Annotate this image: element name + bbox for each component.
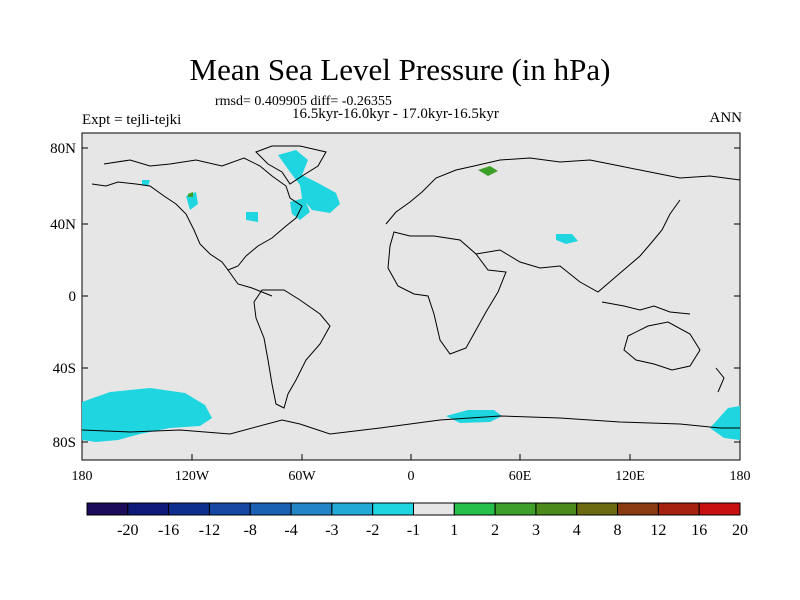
anomaly-hudson xyxy=(246,212,258,222)
lon-label-60e: 60E xyxy=(509,469,532,484)
colorbar-label: 1 xyxy=(450,522,458,539)
colorbar-box xyxy=(372,502,415,516)
colorbar-label: 20 xyxy=(732,522,748,539)
lon-label-60w: 60W xyxy=(288,469,316,484)
colorbar-box xyxy=(494,502,537,516)
anomaly-alaska xyxy=(188,192,193,197)
anomaly-central-asia xyxy=(556,234,578,244)
colorbar-label: -16 xyxy=(158,522,179,539)
colorbar-label: 3 xyxy=(532,522,540,539)
lat-label-0: 0 xyxy=(69,289,77,305)
colorbar-box xyxy=(208,502,251,516)
colorbar-label: -4 xyxy=(284,522,297,539)
colorbar-label: -12 xyxy=(199,522,220,539)
experiment-label: Expt = tejli-tejki xyxy=(82,112,182,128)
coast-asia-south xyxy=(475,199,681,293)
colorbar xyxy=(86,502,741,516)
colorbar-label: -2 xyxy=(366,522,379,539)
colorbar-labels: -20 -16 -12 -8 -4 -3 -2 -1 1 2 3 4 8 12 16 20 xyxy=(117,522,748,539)
colorbar-box xyxy=(86,502,129,516)
lat-labels: 80N 40N 0 40S 80S xyxy=(50,141,76,451)
colorbar-label: -3 xyxy=(325,522,338,539)
colorbar-box xyxy=(617,502,659,516)
coast-greenland xyxy=(255,145,327,185)
coast-africa xyxy=(387,231,507,355)
lon-label-180e: 180 xyxy=(730,469,751,484)
anomaly-greenland-atlantic xyxy=(278,150,340,213)
periods-text: 16.5kyr-16.0kyr - 17.0kyr-16.5kyr xyxy=(292,106,499,122)
colorbar-label: -1 xyxy=(407,522,420,539)
negative-anomaly-layer xyxy=(82,150,740,442)
coast-antarctica xyxy=(81,415,740,435)
coast-central-america xyxy=(227,269,273,297)
coast-new-zealand xyxy=(715,367,725,393)
lon-labels: 180 120W 60W 0 60E 120E 180 xyxy=(72,469,751,484)
anomaly-west-pacific-south xyxy=(710,406,740,440)
positive-anomaly-layer xyxy=(188,166,498,197)
colorbar-box xyxy=(249,502,292,516)
lat-label-80n: 80N xyxy=(50,141,76,157)
coastlines xyxy=(81,145,741,435)
colorbar-label: -20 xyxy=(117,522,138,539)
anomaly-siberia xyxy=(478,166,498,176)
coast-north-america xyxy=(91,157,303,271)
colorbar-box xyxy=(127,502,170,516)
lon-label-0: 0 xyxy=(408,469,415,484)
colorbar-label: 2 xyxy=(491,522,499,539)
anomaly-south-atlantic xyxy=(446,410,502,423)
colorbar-box xyxy=(168,502,210,516)
colorbar-label: -8 xyxy=(244,522,257,539)
lon-label-120e: 120E xyxy=(615,469,645,484)
coast-indonesia xyxy=(601,301,691,315)
coast-europe xyxy=(385,157,741,225)
lon-label-120w: 120W xyxy=(175,469,210,484)
stats-text: rmsd= 0.409905 diff= -0.26355 xyxy=(215,94,392,109)
colorbar-box xyxy=(413,502,455,516)
colorbar-label: 8 xyxy=(614,522,622,539)
coast-australia xyxy=(623,321,701,371)
colorbar-box xyxy=(657,502,700,516)
lat-label-40s: 40S xyxy=(53,361,76,377)
colorbar-label: 4 xyxy=(573,522,581,539)
lat-label-40n: 40N xyxy=(50,217,76,233)
anomaly-south-pacific xyxy=(82,388,212,442)
anomaly-arctic-small xyxy=(142,180,150,186)
colorbar-box xyxy=(535,502,578,516)
colorbar-box xyxy=(576,502,619,516)
axis-ticks xyxy=(81,147,741,460)
colorbar-box xyxy=(290,502,333,516)
lat-label-80s: 80S xyxy=(53,435,76,451)
colorbar-label: 16 xyxy=(691,522,707,539)
coast-south-america xyxy=(253,289,331,409)
colorbar-box xyxy=(698,502,741,516)
colorbar-label: 12 xyxy=(650,522,666,539)
colorbar-box xyxy=(453,502,496,516)
colorbar-box xyxy=(331,502,374,516)
map-title: Mean Sea Level Pressure (in hPa) xyxy=(189,52,611,87)
season-label: ANN xyxy=(709,110,743,126)
lon-label-180w: 180 xyxy=(72,469,93,484)
